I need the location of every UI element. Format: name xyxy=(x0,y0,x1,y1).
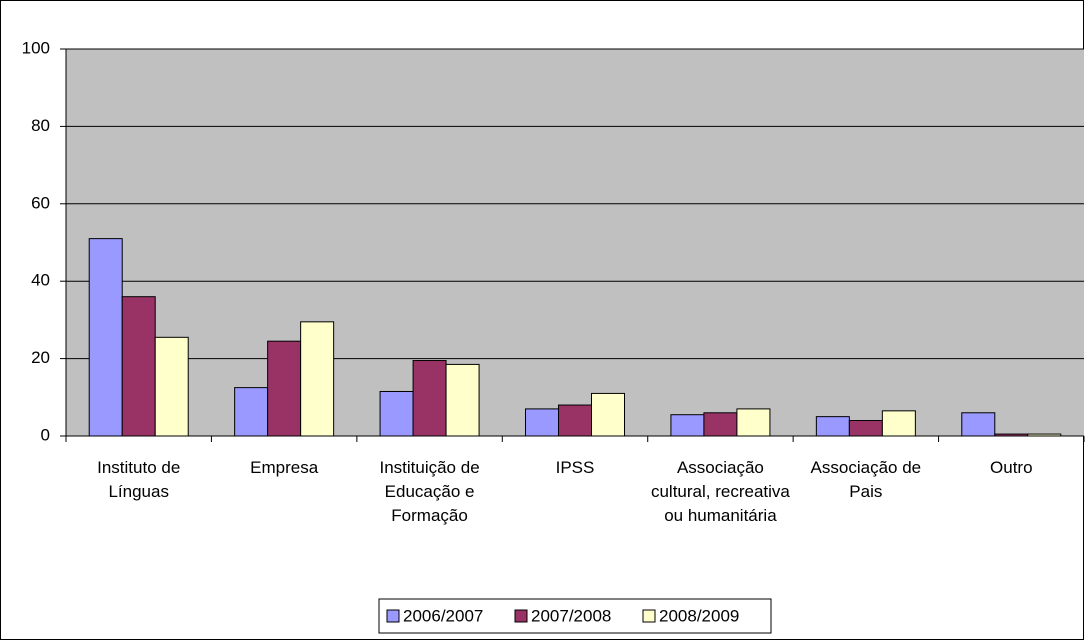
bar xyxy=(445,363,480,437)
bar xyxy=(412,360,447,437)
bar xyxy=(154,336,189,437)
bar xyxy=(88,238,123,437)
y-tick-label: 40 xyxy=(31,271,50,290)
x-tick-label: Instituto de Línguas xyxy=(97,458,181,501)
bar xyxy=(815,416,850,437)
bar xyxy=(1027,433,1062,437)
bar xyxy=(379,390,414,437)
legend-box xyxy=(378,598,772,634)
x-tick-label: Outro xyxy=(990,458,1033,477)
bar xyxy=(558,404,592,437)
legend-label: 2006/2007 xyxy=(403,606,483,625)
x-tick-label: IPSS xyxy=(555,458,595,477)
plot-area xyxy=(66,49,1084,436)
bar xyxy=(961,412,996,437)
y-tick-label: 80 xyxy=(31,116,50,135)
bar xyxy=(121,296,156,437)
bar xyxy=(525,408,559,437)
y-tick-label: 20 xyxy=(31,348,50,367)
x-tick-label: Instituição de Educação e Formação xyxy=(379,458,480,525)
x-tick-label: Empresa xyxy=(250,458,319,477)
bar xyxy=(591,392,625,437)
y-tick-label: 0 xyxy=(41,425,50,444)
bar xyxy=(267,340,302,437)
bar xyxy=(234,387,269,437)
bar xyxy=(994,433,1029,437)
bar xyxy=(670,414,705,437)
legend-swatch xyxy=(386,609,400,623)
legend-label: 2007/2008 xyxy=(531,606,611,625)
legend-swatch xyxy=(642,609,656,623)
bar xyxy=(881,410,916,437)
bar xyxy=(703,412,738,437)
y-tick-label: 60 xyxy=(31,193,50,212)
legend-swatch xyxy=(514,609,528,623)
x-tick-label: Associação cultural, recreativa ou human… xyxy=(650,458,790,525)
bar xyxy=(300,321,335,437)
y-tick-label: 100 xyxy=(22,38,50,57)
legend-label: 2008/2009 xyxy=(659,606,739,625)
bar xyxy=(736,408,771,437)
bar xyxy=(848,420,883,437)
x-tick-label: Associação de Pais xyxy=(810,458,922,501)
